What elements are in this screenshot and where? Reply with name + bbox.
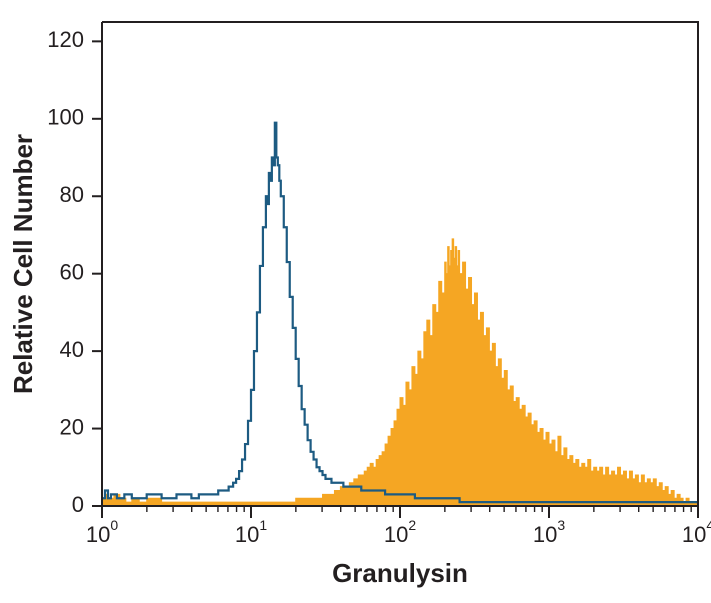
y-tick-label: 0 (72, 492, 84, 517)
y-tick-label: 60 (60, 259, 84, 284)
y-tick-label: 20 (60, 414, 84, 439)
y-tick-label: 100 (47, 105, 84, 130)
histogram-chart: 020406080100120100101102103104Granulysin… (0, 0, 711, 603)
y-tick-label: 40 (60, 337, 84, 362)
y-tick-label: 120 (47, 27, 84, 52)
x-axis-label: Granulysin (332, 558, 468, 588)
y-axis-label: Relative Cell Number (8, 134, 38, 394)
y-tick-label: 80 (60, 182, 84, 207)
chart-svg: 020406080100120100101102103104Granulysin… (0, 0, 711, 603)
